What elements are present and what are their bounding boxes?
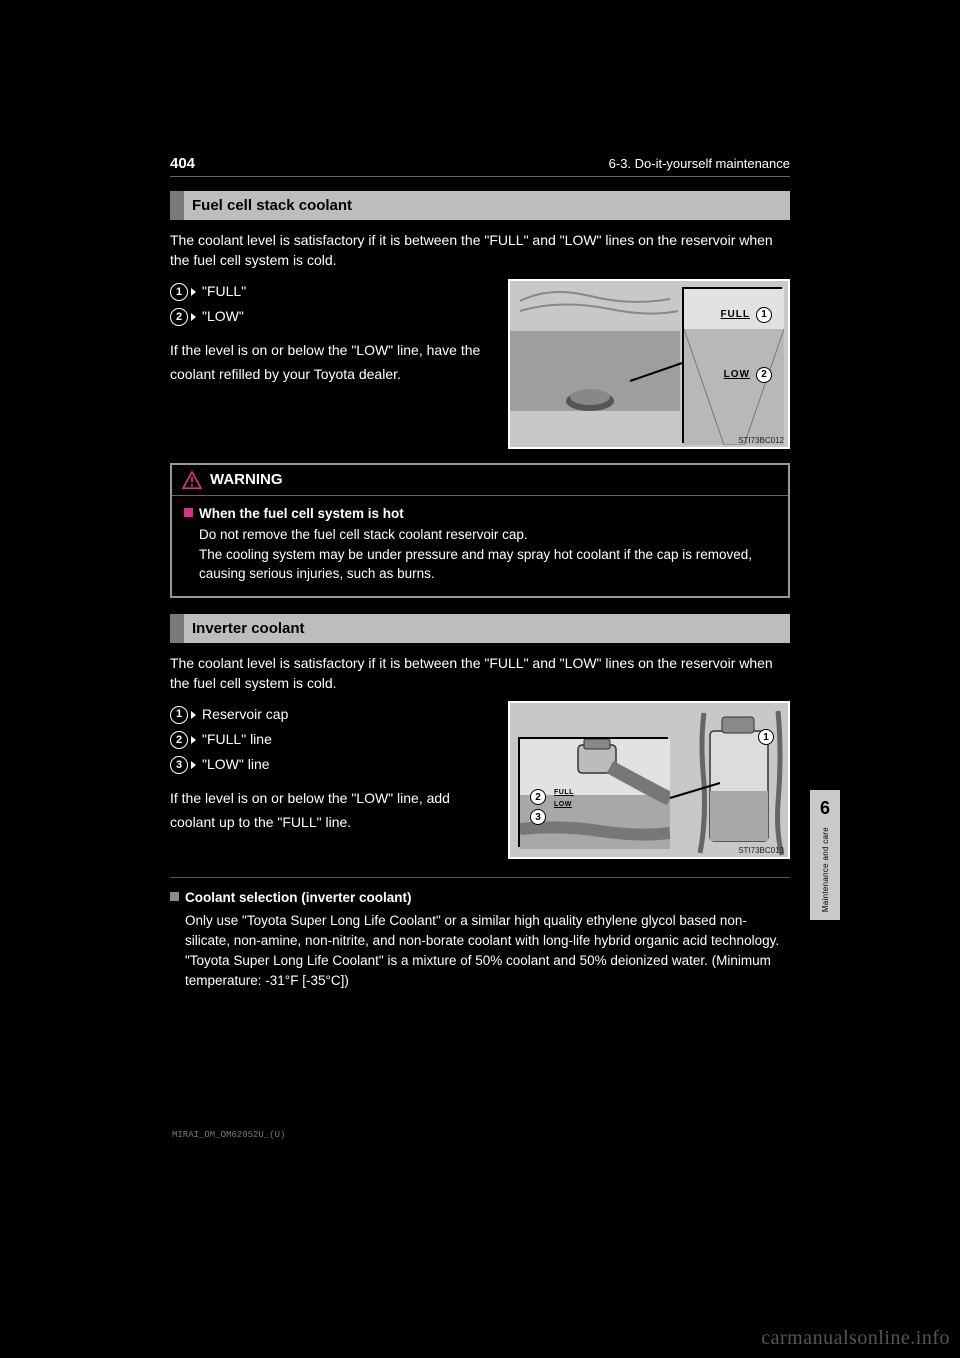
section1-action: If the level is on or below the "LOW" li… bbox=[170, 339, 490, 387]
warning-heading: WARNING bbox=[210, 471, 283, 488]
figure-inverter-reservoir: 1 2 FULL 3 LOW STI73BC013 bbox=[508, 701, 790, 859]
section-bar-inverter-coolant: Inverter coolant bbox=[170, 614, 790, 643]
section2-action: If the level is on or below the "LOW" li… bbox=[170, 787, 490, 835]
callout-item-2b: 2 "FULL" line bbox=[170, 728, 272, 752]
numbered-circle-icon: 2 bbox=[170, 731, 188, 749]
low-label: LOW bbox=[724, 369, 750, 380]
figure-fuel-cell-reservoir: FULL 1 LOW 2 STI73BC012 bbox=[508, 279, 790, 449]
warning-box: WARNING When the fuel cell system is hot… bbox=[170, 463, 790, 598]
figure-code: STI73BC012 bbox=[738, 436, 784, 445]
chapter-title: 6-3. Do-it-yourself maintenance bbox=[609, 156, 790, 171]
section2-intro: The coolant level is satisfactory if it … bbox=[170, 653, 790, 694]
side-tab: 6 Maintenance and care bbox=[810, 790, 840, 920]
arrow-icon bbox=[191, 736, 196, 744]
section1-intro: The coolant level is satisfactory if it … bbox=[170, 230, 790, 271]
bullet-square-gray-icon bbox=[170, 892, 179, 901]
warning-triangle-icon bbox=[182, 471, 202, 489]
arrow-icon bbox=[191, 711, 196, 719]
figure-marker-2: 2 bbox=[756, 367, 772, 383]
footnote-title: Coolant selection (inverter coolant) bbox=[185, 890, 412, 905]
figure-code-2: STI73BC013 bbox=[738, 846, 784, 855]
figure-inset: FULL 1 LOW 2 bbox=[682, 287, 782, 443]
callout-2-label: "LOW" bbox=[202, 305, 244, 329]
numbered-circle-icon: 2 bbox=[170, 308, 188, 326]
warning-sub-title: When the fuel cell system is hot bbox=[199, 506, 404, 521]
callout-item-2: 2 "LOW" bbox=[170, 305, 244, 329]
callout-item-1: 1 "FULL" bbox=[170, 280, 246, 304]
full-label: FULL bbox=[720, 309, 750, 320]
callout-1-label: "FULL" bbox=[202, 280, 246, 304]
numbered-circle-icon: 1 bbox=[170, 706, 188, 724]
side-tab-number: 6 bbox=[820, 798, 830, 819]
callout-item-1b: 1 Reservoir cap bbox=[170, 703, 288, 727]
callout-3b-label: "LOW" line bbox=[202, 753, 270, 777]
numbered-circle-icon: 3 bbox=[170, 756, 188, 774]
arrow-icon bbox=[191, 313, 196, 321]
side-tab-label: Maintenance and care bbox=[821, 827, 830, 912]
low-label-2: LOW bbox=[554, 801, 572, 808]
callout-item-3b: 3 "LOW" line bbox=[170, 753, 270, 777]
footnote-body: Only use "Toyota Super Long Life Coolant… bbox=[185, 911, 790, 992]
page-header: 404 6-3. Do-it-yourself maintenance bbox=[170, 155, 790, 177]
full-label-2: FULL bbox=[554, 789, 574, 796]
bullet-square-icon bbox=[184, 508, 193, 517]
numbered-circle-icon: 1 bbox=[170, 283, 188, 301]
watermark: carmanualsonline.info bbox=[761, 1327, 950, 1350]
figure-marker-1: 1 bbox=[756, 307, 772, 323]
page-number: 404 bbox=[170, 155, 195, 172]
document-stamp: MIRAI_OM_OM62052U_(U) bbox=[172, 1130, 285, 1140]
arrow-icon bbox=[191, 761, 196, 769]
figure-inset-2: 2 FULL 3 LOW bbox=[518, 737, 668, 847]
section-bar-fuel-cell-coolant: Fuel cell stack coolant bbox=[170, 191, 790, 220]
warning-sub-body: Do not remove the fuel cell stack coolan… bbox=[199, 525, 776, 584]
arrow-icon bbox=[191, 288, 196, 296]
callout-2b-label: "FULL" line bbox=[202, 728, 272, 752]
callout-1b-label: Reservoir cap bbox=[202, 703, 288, 727]
